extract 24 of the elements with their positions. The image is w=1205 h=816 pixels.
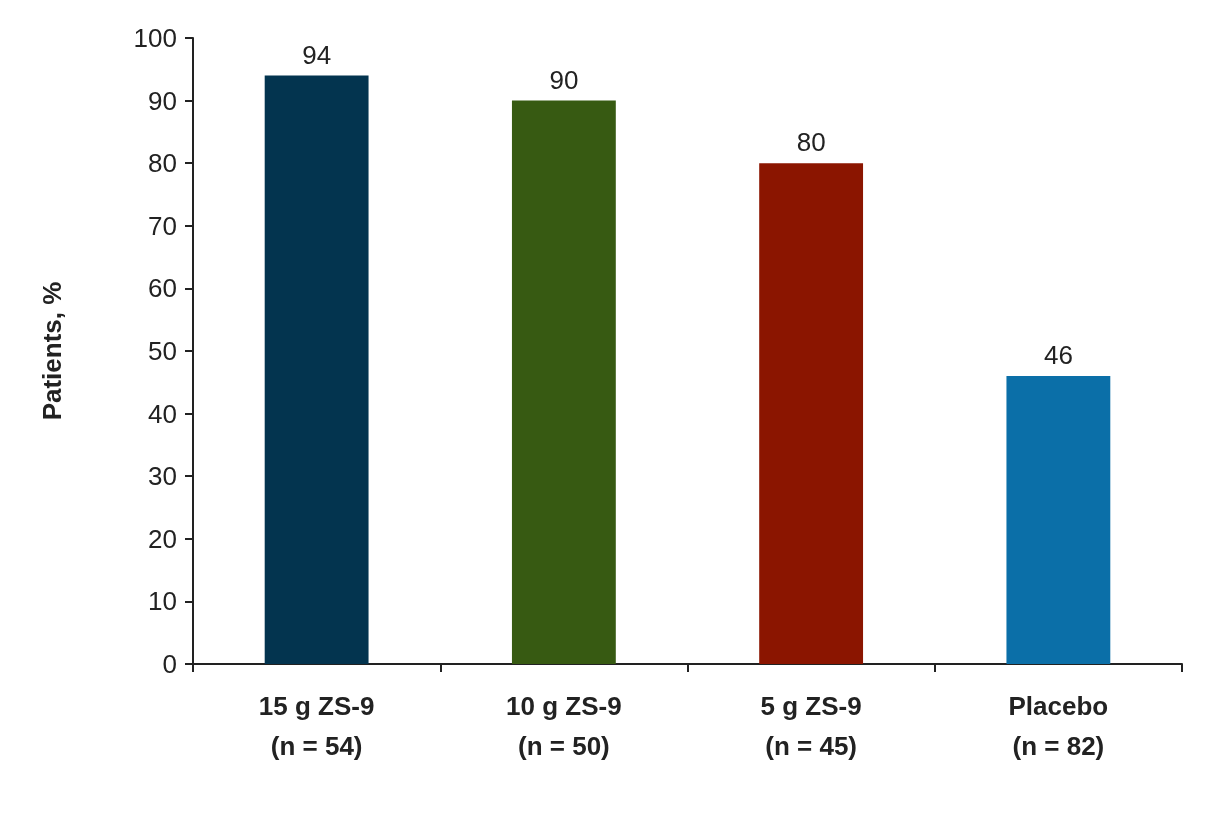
data-label: 94 bbox=[302, 39, 332, 70]
y-tick-label: 40 bbox=[148, 398, 177, 429]
bar bbox=[264, 75, 369, 664]
data-label: 46 bbox=[1043, 340, 1073, 371]
bar bbox=[511, 100, 616, 664]
y-tick-label: 80 bbox=[148, 148, 177, 179]
y-tick-label: 50 bbox=[148, 336, 177, 366]
y-tick-label: 20 bbox=[148, 523, 177, 554]
x-tick-label: 10 g ZS-9 (n = 50) bbox=[506, 691, 622, 761]
x-tick-label: Placebo (n = 82) bbox=[1008, 691, 1109, 761]
data-label: 90 bbox=[549, 64, 579, 95]
data-label: 80 bbox=[796, 127, 826, 158]
y-tick-label: 90 bbox=[148, 85, 177, 116]
bar bbox=[1006, 376, 1111, 664]
bar bbox=[759, 163, 864, 664]
y-tick-label: 70 bbox=[148, 210, 177, 241]
y-tick-label: 10 bbox=[148, 586, 177, 617]
y-tick-label: 60 bbox=[148, 273, 177, 304]
y-tick-label: 30 bbox=[148, 461, 177, 492]
y-axis-title: Patients, % bbox=[37, 281, 67, 421]
x-tick-label: 15 g ZS-9 (n = 54) bbox=[258, 691, 375, 761]
x-tick-label: 5 g ZS-9 (n = 45) bbox=[760, 691, 862, 761]
y-tick-label: 0 bbox=[162, 649, 177, 679]
y-tick-label: 100 bbox=[133, 23, 177, 53]
